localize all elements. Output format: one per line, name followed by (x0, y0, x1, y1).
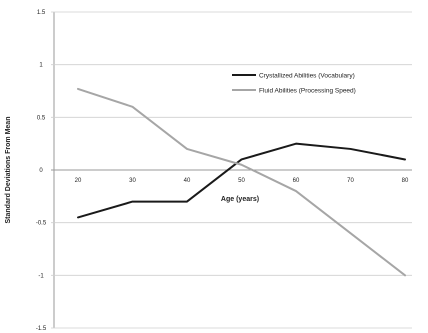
y-tick-label: 0 (39, 168, 43, 174)
x-tick-label: 70 (347, 178, 354, 184)
gridlines (51, 12, 412, 328)
y-tick-label: 1 (39, 63, 43, 69)
x-tick-label: 80 (402, 178, 409, 184)
y-tick-label: 1.5 (37, 10, 46, 16)
x-tick-label: 50 (238, 178, 245, 184)
y-axis-ticks: 1.5 1 0.5 0 -0.5 -1 -1.5 (36, 10, 47, 332)
y-tick-label: -0.5 (36, 221, 47, 227)
x-tick-label: 40 (184, 178, 191, 184)
x-tick-label: 20 (75, 178, 82, 184)
y-tick-label: -1 (38, 273, 44, 279)
legend-label-fluid: Fluid Abilities (Processing Speed) (259, 88, 356, 95)
x-axis-ticks: 20 30 40 50 60 70 80 (75, 178, 409, 184)
legend: Crystallized Abilities (Vocabulary) Flui… (232, 73, 356, 95)
y-tick-label: -1.5 (36, 326, 47, 332)
x-tick-label: 60 (293, 178, 300, 184)
y-tick-label: 0.5 (37, 115, 46, 121)
y-axis-title: Standard Deviations From Mean (5, 117, 12, 224)
x-axis-title: Age (years) (221, 196, 259, 203)
legend-label-crystallized: Crystallized Abilities (Vocabulary) (259, 73, 355, 80)
x-tick-label: 30 (129, 178, 136, 184)
